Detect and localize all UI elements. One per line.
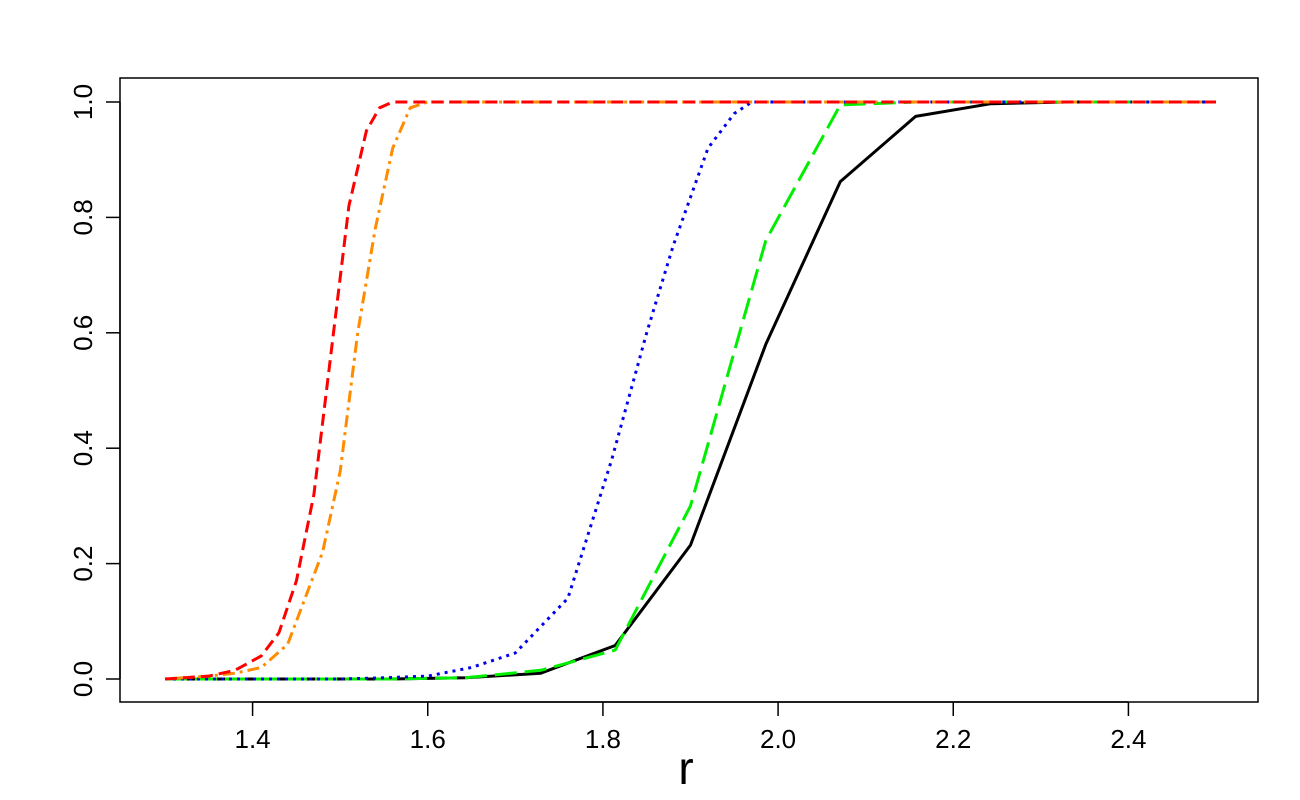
plot-frame bbox=[119, 77, 1259, 703]
series-line-5 bbox=[164, 100, 1216, 681]
series-line-1 bbox=[165, 100, 1216, 681]
y-tick-label: 0.4 bbox=[68, 430, 98, 466]
x-tick-label: 1.4 bbox=[235, 724, 271, 754]
y-tick-label: 0.2 bbox=[68, 546, 98, 582]
x-axis-title: r bbox=[678, 742, 693, 794]
y-tick-label: 0.8 bbox=[68, 199, 98, 235]
series-line-3 bbox=[165, 100, 1216, 681]
y-axis: 0.0 0.2 0.4 0.6 0.8 1.0 bbox=[68, 84, 121, 697]
y-tick-label: 0.6 bbox=[68, 315, 98, 351]
y-tick-label: 0.0 bbox=[68, 661, 98, 697]
x-tick-label: 2.2 bbox=[935, 724, 971, 754]
x-tick-label: 1.6 bbox=[410, 724, 446, 754]
x-tick-label: 2.4 bbox=[1110, 724, 1146, 754]
series-layer bbox=[164, 100, 1216, 681]
series-line-2 bbox=[165, 100, 1216, 681]
x-tick-label: 1.8 bbox=[585, 724, 621, 754]
y-tick-label: 1.0 bbox=[68, 84, 98, 120]
x-axis: 1.4 1.6 1.8 2.0 2.2 2.4 bbox=[235, 701, 1146, 754]
series-line-4 bbox=[164, 100, 1216, 681]
x-tick-label: 2.0 bbox=[760, 724, 796, 754]
